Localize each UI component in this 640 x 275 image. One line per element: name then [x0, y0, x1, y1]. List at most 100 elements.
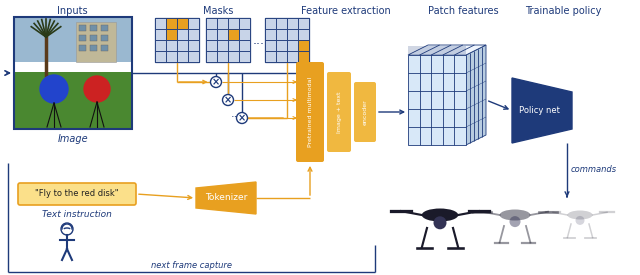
- Bar: [177, 29, 188, 40]
- Ellipse shape: [500, 210, 531, 221]
- Bar: [265, 18, 309, 62]
- Bar: [265, 29, 276, 40]
- Bar: [155, 18, 199, 62]
- Bar: [228, 40, 239, 51]
- Bar: [76, 22, 116, 62]
- Bar: [155, 29, 166, 40]
- Text: encoder: encoder: [362, 99, 367, 125]
- Bar: [298, 29, 309, 40]
- FancyBboxPatch shape: [327, 72, 351, 152]
- Bar: [239, 51, 250, 62]
- Circle shape: [61, 223, 73, 235]
- Text: Image: Image: [58, 134, 88, 144]
- Bar: [79, 35, 86, 41]
- Polygon shape: [466, 45, 486, 145]
- Bar: [206, 40, 217, 51]
- Bar: [239, 18, 250, 29]
- Bar: [90, 25, 97, 31]
- Bar: [166, 18, 177, 29]
- Bar: [217, 51, 228, 62]
- Text: Inputs: Inputs: [57, 6, 87, 16]
- Bar: [228, 18, 239, 29]
- Text: Tokenizer: Tokenizer: [205, 194, 247, 202]
- Text: Masks: Masks: [203, 6, 233, 16]
- Bar: [79, 45, 86, 51]
- Circle shape: [237, 112, 248, 123]
- Text: "Fly to the red disk": "Fly to the red disk": [35, 189, 119, 199]
- Polygon shape: [408, 45, 486, 55]
- Bar: [217, 18, 228, 29]
- Bar: [90, 45, 97, 51]
- Circle shape: [223, 95, 234, 106]
- Bar: [177, 51, 188, 62]
- Text: ×: ×: [224, 95, 232, 106]
- FancyBboxPatch shape: [354, 82, 376, 142]
- Text: next frame capture: next frame capture: [151, 261, 232, 270]
- Ellipse shape: [422, 208, 458, 221]
- Text: ...: ...: [253, 34, 265, 46]
- Bar: [101, 25, 108, 31]
- Circle shape: [84, 76, 110, 102]
- Bar: [101, 45, 108, 51]
- Bar: [287, 29, 298, 40]
- Bar: [155, 51, 166, 62]
- Bar: [265, 40, 276, 51]
- Bar: [177, 18, 188, 29]
- Bar: [14, 17, 132, 62]
- Bar: [206, 18, 250, 62]
- Bar: [408, 55, 466, 145]
- Bar: [14, 72, 132, 129]
- Bar: [276, 18, 287, 29]
- Bar: [228, 51, 239, 62]
- Bar: [79, 25, 86, 31]
- Bar: [188, 29, 199, 40]
- Text: Trainable policy: Trainable policy: [525, 6, 601, 16]
- Bar: [166, 51, 177, 62]
- Bar: [217, 29, 228, 40]
- Circle shape: [40, 75, 68, 103]
- Bar: [276, 29, 287, 40]
- Bar: [188, 40, 199, 51]
- Ellipse shape: [568, 210, 593, 219]
- Bar: [287, 18, 298, 29]
- Bar: [101, 35, 108, 41]
- FancyBboxPatch shape: [296, 62, 324, 162]
- Bar: [276, 51, 287, 62]
- Bar: [206, 18, 217, 29]
- FancyBboxPatch shape: [18, 183, 136, 205]
- Bar: [265, 18, 276, 29]
- Bar: [14, 17, 132, 129]
- Polygon shape: [512, 78, 572, 143]
- Text: Pretrained multimodal: Pretrained multimodal: [307, 77, 312, 147]
- Circle shape: [211, 76, 221, 87]
- Text: Feature extraction: Feature extraction: [301, 6, 391, 16]
- Bar: [166, 40, 177, 51]
- Bar: [188, 51, 199, 62]
- Circle shape: [433, 216, 447, 229]
- Bar: [206, 51, 217, 62]
- Bar: [155, 40, 166, 51]
- Text: Image + text: Image + text: [337, 91, 342, 133]
- Bar: [177, 40, 188, 51]
- Bar: [239, 29, 250, 40]
- Text: Patch features: Patch features: [428, 6, 499, 16]
- Polygon shape: [196, 182, 256, 214]
- Bar: [276, 40, 287, 51]
- Bar: [90, 35, 97, 41]
- Bar: [298, 51, 309, 62]
- Bar: [206, 29, 217, 40]
- Bar: [188, 18, 199, 29]
- Bar: [228, 29, 239, 40]
- Bar: [265, 51, 276, 62]
- Text: Policy net: Policy net: [518, 106, 559, 115]
- Text: ...: ...: [230, 109, 241, 119]
- Bar: [155, 18, 166, 29]
- Bar: [239, 40, 250, 51]
- Text: commands: commands: [571, 164, 617, 174]
- Circle shape: [509, 216, 520, 227]
- Bar: [217, 40, 228, 51]
- Circle shape: [575, 216, 584, 225]
- Bar: [287, 40, 298, 51]
- Text: ×: ×: [212, 78, 220, 87]
- Bar: [298, 18, 309, 29]
